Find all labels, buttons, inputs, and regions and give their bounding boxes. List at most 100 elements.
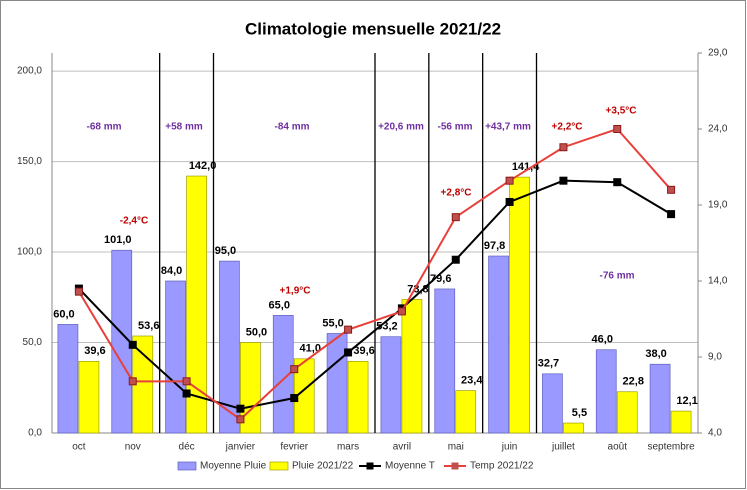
bar <box>186 175 207 434</box>
bar <box>272 315 294 434</box>
y2-tick-label: 4,0 <box>708 428 722 439</box>
temp-annotation: +3,5°C <box>606 106 637 117</box>
x-tick-label: nov <box>125 442 141 453</box>
marker <box>236 404 245 413</box>
rain-annotation: -56 mm <box>437 122 472 133</box>
temp-annotation: +2,2°C <box>552 122 583 133</box>
x-tick-label: avril <box>393 442 411 453</box>
value-label: 79,6 <box>430 273 451 285</box>
marker <box>128 377 137 386</box>
marker <box>667 210 676 219</box>
temp-annotation: +2,8°C <box>441 188 472 199</box>
legend-label: Moyenne T <box>385 461 435 472</box>
bar <box>488 255 509 434</box>
value-label: 50,0 <box>246 326 267 338</box>
rain-annotation: +43,7 mm <box>485 122 531 133</box>
y2-tick-label: 9,0 <box>708 352 722 363</box>
bar <box>57 324 79 434</box>
legend-swatch <box>366 462 374 470</box>
bar <box>326 333 348 434</box>
rain-annotation: +58 mm <box>165 122 203 133</box>
value-label: 142,0 <box>189 160 217 172</box>
value-label: 65,0 <box>269 299 290 311</box>
value-label: 32,7 <box>538 358 559 370</box>
marker <box>505 197 514 206</box>
marker <box>451 213 460 222</box>
line <box>78 179 672 410</box>
line <box>78 127 672 421</box>
x-tick-label: juin <box>501 442 518 453</box>
value-label: 101,0 <box>104 234 132 246</box>
x-tick-label: juillet <box>551 442 575 453</box>
marker <box>613 125 622 133</box>
rain-annotation: -76 mm <box>599 271 634 282</box>
value-label: 53,6 <box>138 320 159 332</box>
y2-tick-label: 29,0 <box>708 48 728 59</box>
marker <box>128 340 137 349</box>
value-label: 38,0 <box>645 348 666 360</box>
bar <box>649 363 671 434</box>
marker <box>667 185 676 194</box>
bar <box>380 336 402 434</box>
x-tick-label: oct <box>72 442 86 453</box>
marker <box>182 389 191 398</box>
y2-tick-label: 14,0 <box>708 276 728 287</box>
bar <box>240 342 261 434</box>
marker <box>182 377 191 386</box>
value-label: 39,6 <box>84 345 105 357</box>
value-label: 41,0 <box>300 343 321 355</box>
value-label: 95,0 <box>215 245 236 257</box>
x-tick-label: mai <box>448 442 464 453</box>
value-label: 97,8 <box>484 240 505 252</box>
marker <box>559 143 568 152</box>
x-tick-label: août <box>608 442 628 453</box>
marker <box>613 178 622 187</box>
bar <box>347 360 369 434</box>
marker <box>344 348 353 357</box>
bar <box>219 260 240 434</box>
x-tick-label: septembre <box>647 442 695 453</box>
value-label: 60,0 <box>53 308 74 320</box>
bar <box>670 410 692 434</box>
value-label: 84,0 <box>161 265 182 277</box>
marker <box>290 365 299 374</box>
value-label: 22,8 <box>623 376 644 388</box>
legend-swatch <box>177 461 197 471</box>
y-tick-label: 100,0 <box>17 247 42 258</box>
bar <box>595 349 617 434</box>
bar <box>165 280 186 434</box>
y2-tick-label: 24,0 <box>708 124 728 135</box>
y-tick-label: 50,0 <box>23 337 43 348</box>
marker <box>236 415 245 424</box>
value-label: 55,0 <box>322 317 343 329</box>
value-label: 46,0 <box>592 334 613 346</box>
bar <box>616 391 638 434</box>
bar <box>455 390 477 434</box>
y-tick-label: 200,0 <box>17 66 42 77</box>
value-label: 5,5 <box>572 407 587 419</box>
value-label: 141,4 <box>512 161 540 173</box>
legend-label: Pluie 2021/22 <box>292 461 354 472</box>
marker <box>344 325 353 334</box>
legend-swatch <box>269 461 289 471</box>
marker <box>451 255 460 264</box>
legend-label: Temp 2021/22 <box>470 461 534 472</box>
value-label: 53,2 <box>376 321 397 333</box>
bar <box>542 373 563 434</box>
legend-label: Moyenne Pluie <box>200 461 267 472</box>
temp-annotation: +1,9°C <box>280 286 311 297</box>
bar <box>509 176 530 434</box>
x-tick-label: fevrier <box>280 442 308 453</box>
x-tick-label: janvier <box>225 442 256 453</box>
marker <box>290 394 299 403</box>
y-tick-label: 0,0 <box>28 428 42 439</box>
temp-annotation: -2,4°C <box>120 216 148 227</box>
value-label: 39,6 <box>353 345 374 357</box>
bar <box>401 299 423 434</box>
y2-tick-label: 19,0 <box>708 200 728 211</box>
marker <box>505 176 514 185</box>
marker <box>559 176 568 185</box>
x-tick-label: déc <box>179 442 195 453</box>
